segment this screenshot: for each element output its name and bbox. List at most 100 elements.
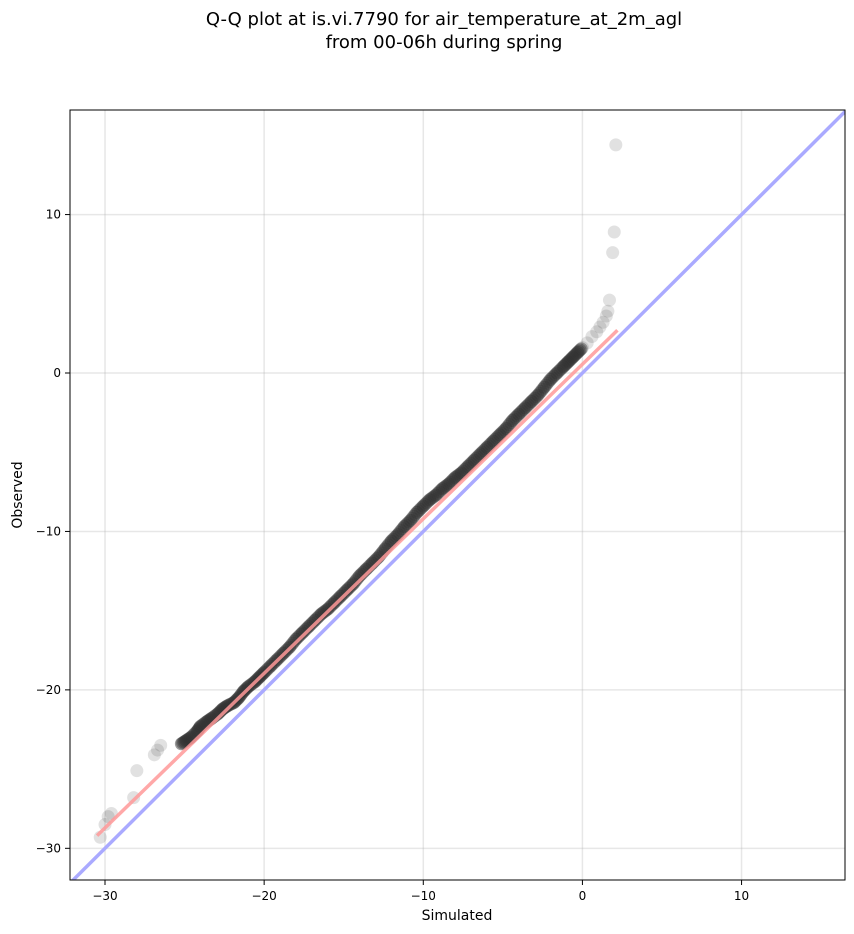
data-point-dense (335, 588, 349, 602)
data-point (435, 482, 449, 496)
data-point-dense (528, 391, 542, 405)
data-point-dense (568, 348, 582, 362)
data-point-dense (552, 364, 566, 378)
data-point (397, 520, 411, 534)
data-point-dense (389, 529, 403, 543)
data-point-dense (494, 426, 508, 440)
data-point-dense (338, 585, 352, 599)
data-point-dense (464, 456, 478, 470)
x-tick-label: −10 (411, 889, 436, 903)
data-point (493, 428, 507, 442)
data-point-dense (517, 402, 531, 416)
data-point-dense (560, 356, 574, 370)
data-point-dense (311, 610, 325, 624)
data-point (580, 336, 594, 350)
data-point-dense (480, 440, 494, 454)
data-point (606, 246, 620, 260)
data-point-dense (319, 603, 333, 617)
data-point-dense (427, 489, 441, 503)
data-point-dense (547, 369, 561, 383)
data-point-dense (474, 447, 488, 461)
data-point-dense (334, 589, 348, 603)
data-point (302, 620, 316, 634)
data-point-dense (466, 455, 480, 469)
data-point-dense (421, 494, 435, 508)
data-point-dense (447, 472, 461, 486)
data-point-dense (565, 351, 579, 365)
data-point-dense (566, 350, 580, 364)
data-point (561, 355, 575, 369)
data-point-dense (507, 412, 521, 426)
data-point-dense (477, 444, 491, 458)
data-point-dense (440, 478, 454, 492)
data-point (537, 380, 551, 394)
data-point-dense (443, 475, 457, 489)
x-tick-label: −20 (251, 889, 276, 903)
data-point-dense (300, 621, 314, 635)
y-tick-label: −10 (36, 524, 61, 538)
data-point-dense (289, 632, 303, 646)
data-point (295, 626, 309, 640)
data-point-dense (505, 414, 519, 428)
data-point-dense (558, 358, 572, 372)
data-point-dense (306, 615, 320, 629)
data-point-dense (337, 586, 351, 600)
data-point-dense (467, 453, 481, 467)
data-point (599, 309, 613, 323)
data-point-dense (303, 618, 317, 632)
data-point-dense (496, 425, 510, 439)
data-point-dense (439, 479, 453, 493)
x-tick-label: −30 (92, 889, 117, 903)
data-point (550, 366, 564, 380)
data-point-dense (219, 700, 233, 714)
y-tick-label: 0 (53, 366, 61, 380)
data-point-dense (448, 471, 462, 485)
data-point-dense (348, 575, 362, 589)
data-point (454, 466, 468, 480)
data-point (593, 320, 607, 334)
data-point-dense (497, 423, 511, 437)
data-point (314, 607, 328, 621)
data-point (556, 360, 570, 374)
data-point-dense (540, 376, 554, 390)
data-point (575, 341, 589, 355)
data-point-dense (397, 520, 411, 534)
data-point-dense (434, 483, 448, 497)
data-point-dense (493, 428, 507, 442)
x-tick-label: 10 (734, 889, 749, 903)
data-point-dense (555, 361, 569, 375)
fit-line (95, 328, 619, 837)
data-point-dense (287, 634, 301, 648)
data-point-dense (349, 573, 363, 587)
data-point (524, 395, 538, 409)
data-point (518, 401, 532, 415)
data-point-dense (521, 398, 535, 412)
data-point (147, 748, 161, 762)
data-point-dense (556, 360, 570, 374)
data-point-dense (483, 437, 497, 451)
data-point (193, 719, 207, 733)
data-point-dense (456, 464, 470, 478)
data-point-dense (531, 388, 545, 402)
data-point (566, 350, 580, 364)
data-point-dense (561, 355, 575, 369)
data-point-dense (399, 518, 413, 532)
data-point-dense (573, 343, 587, 357)
data-point-dense (478, 442, 492, 456)
data-point-dense (176, 736, 190, 750)
data-point (571, 345, 585, 359)
x-tick-label: 0 (579, 889, 587, 903)
data-point (391, 528, 405, 542)
data-point-dense (396, 522, 410, 536)
data-point-dense (292, 629, 306, 643)
data-point-dense (330, 593, 344, 607)
data-point (480, 440, 494, 454)
data-point-dense (542, 374, 556, 388)
data-point-dense (572, 344, 586, 358)
data-point (505, 414, 519, 428)
data-point-dense (327, 596, 341, 610)
data-point-dense (518, 401, 532, 415)
data-point-dense (451, 468, 465, 482)
data-point-dense (413, 502, 427, 516)
data-point-dense (472, 448, 486, 462)
